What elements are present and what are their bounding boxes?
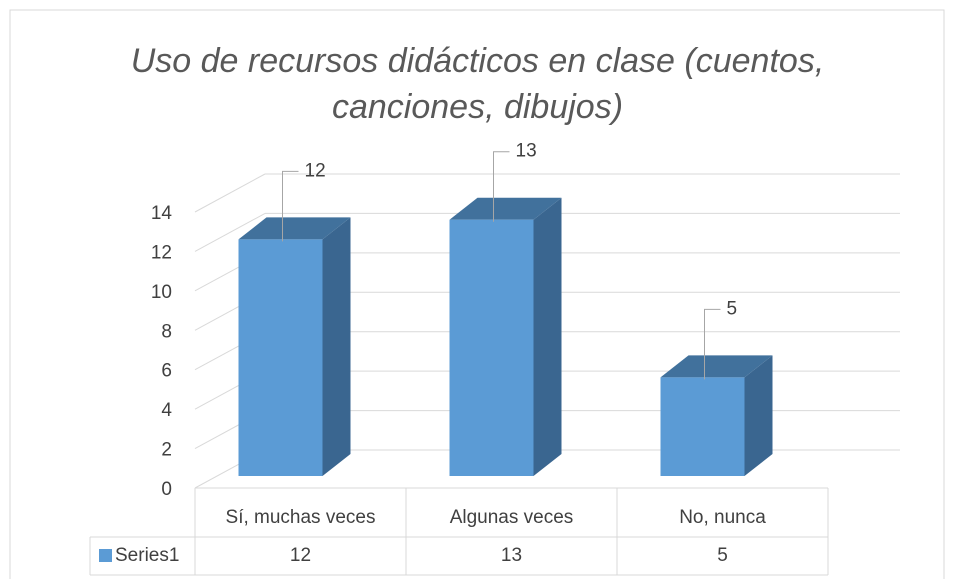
- chart-title: Uso de recursos didácticos en clase (cue…: [130, 42, 825, 126]
- y-tick-label: 6: [161, 361, 172, 382]
- legend-label: Series1: [115, 545, 179, 566]
- legend-key: [99, 549, 112, 562]
- table-value: 12: [290, 545, 311, 566]
- bar-side: [744, 355, 773, 476]
- bar-top: [238, 217, 351, 240]
- leader-line: [282, 170, 299, 242]
- y-tick-label: 0: [161, 479, 172, 500]
- y-tick-label: 12: [151, 242, 172, 263]
- x-tick-label: No, nunca: [679, 507, 766, 528]
- data-label: 13: [516, 141, 537, 162]
- y-tick-label: 2: [161, 440, 172, 461]
- bar-side: [322, 217, 351, 476]
- bar: [660, 377, 745, 476]
- y-tick-label: 8: [161, 321, 172, 342]
- data-label: 12: [305, 160, 326, 181]
- chart-border: [9, 9, 945, 579]
- grid-line: [194, 173, 266, 213]
- leader-line: [493, 151, 510, 222]
- data-label: 5: [727, 298, 738, 319]
- table-value: 5: [717, 545, 728, 566]
- bar-side: [533, 197, 562, 476]
- y-tick-label: 4: [161, 400, 172, 421]
- x-tick-label: Sí, muchas veces: [226, 507, 376, 528]
- bar: [449, 219, 534, 476]
- y-tick-label: 14: [151, 203, 173, 224]
- leader-line: [704, 308, 721, 380]
- bar: [238, 239, 323, 476]
- y-tick-label: 10: [151, 282, 172, 303]
- table-value: 13: [501, 545, 522, 566]
- bar-top: [660, 355, 773, 378]
- bar-top: [449, 197, 562, 220]
- x-tick-label: Algunas veces: [450, 507, 574, 528]
- grid-line: [194, 212, 266, 252]
